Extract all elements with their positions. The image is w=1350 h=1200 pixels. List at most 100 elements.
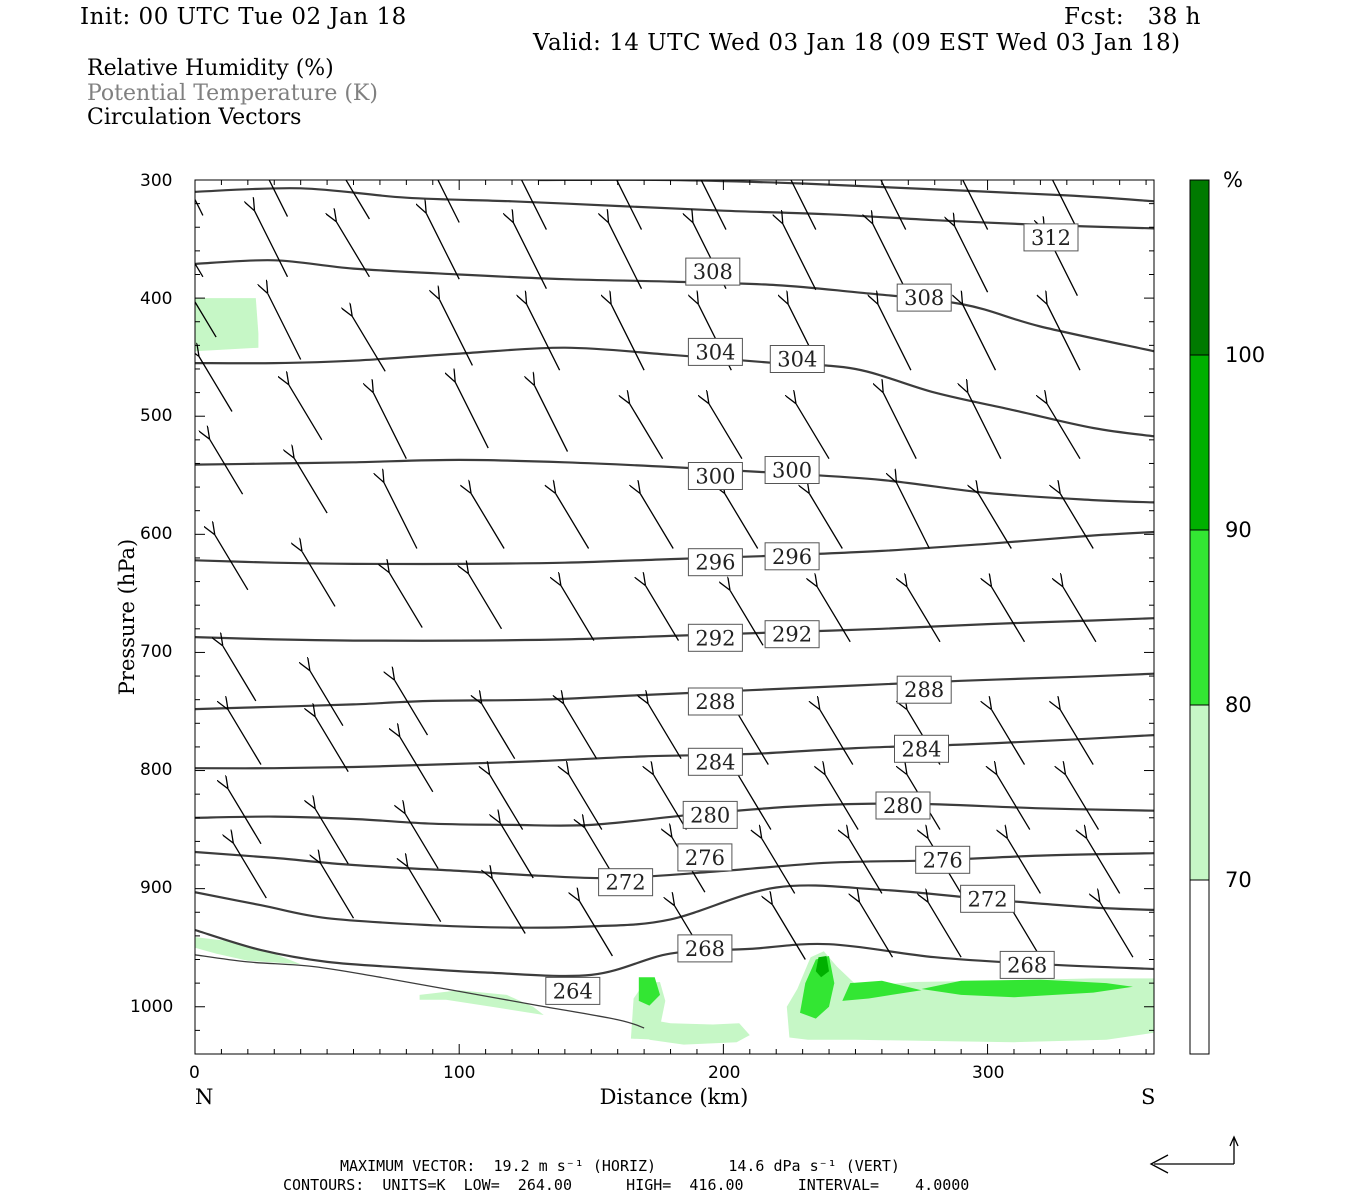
x-tick-200: 200 <box>708 1063 740 1083</box>
contour-label-text: 296 <box>695 551 735 575</box>
circulation-vector-97 <box>1007 838 1041 894</box>
contour-label-text: 304 <box>695 340 735 364</box>
circulation-vector-32 <box>1047 304 1081 371</box>
circulation-vector-83 <box>738 775 772 830</box>
circulation-vector-30 <box>878 304 912 371</box>
circulation-vector-82 <box>653 775 687 830</box>
contour-label-box <box>896 675 952 704</box>
circulation-vector-41 <box>883 393 917 459</box>
contour-label-284-0: 284 <box>687 747 743 776</box>
contour-label-box <box>687 337 743 366</box>
circulation-vector-43 <box>1047 404 1081 460</box>
contour-label-box <box>1023 223 1079 252</box>
circulation-vector-98 <box>1087 838 1121 894</box>
circulation-vectors <box>195 180 1134 962</box>
circulation-vector-40 <box>796 404 830 460</box>
circulation-vector-89 <box>315 809 349 865</box>
contour-label-264-0: 264 <box>545 976 601 1005</box>
circulation-vector-105 <box>772 905 806 960</box>
legend-vectors: Circulation Vectors <box>87 105 302 130</box>
circulation-vector-35 <box>373 393 407 459</box>
circulation-vector-1 <box>268 180 289 217</box>
colorbar-unit: % <box>1223 168 1243 192</box>
circulation-vector-20 <box>955 226 989 293</box>
x-tick-300: 300 <box>972 1063 1004 1083</box>
circulation-vector-15 <box>513 223 547 289</box>
circulation-vector-56 <box>302 551 336 607</box>
circulation-vector-23 <box>268 294 302 360</box>
contour-label-text: 292 <box>772 623 812 647</box>
circulation-vector-26 <box>527 304 561 371</box>
contour-label-300-0: 300 <box>687 462 743 490</box>
reference-vector-vertical-head <box>1229 1135 1239 1147</box>
circulation-vector-37 <box>535 386 569 452</box>
circulation-vector-22 <box>195 300 217 338</box>
contour-label-text: 304 <box>777 348 817 372</box>
circulation-vector-55 <box>215 535 249 591</box>
theta-contour-312 <box>195 187 1154 230</box>
rh-region-80-6 <box>638 977 660 1006</box>
circulation-vector-34 <box>289 385 323 441</box>
circulation-vector-7 <box>790 180 817 230</box>
forecast-hour: Fcst: 38 h <box>1064 4 1201 30</box>
contour-label-text: 284 <box>695 750 735 774</box>
circulation-vector-90 <box>405 814 439 869</box>
circulation-vector-38 <box>630 404 664 460</box>
contour-label-text: 300 <box>695 465 735 489</box>
x-tick-0: 0 <box>189 1063 200 1083</box>
contour-label-box <box>875 791 931 820</box>
circulation-vector-25 <box>439 299 473 366</box>
circulation-vector-88 <box>228 789 262 845</box>
reference-vector <box>1149 1135 1239 1174</box>
circulation-vector-100 <box>321 863 355 919</box>
contour-label-box <box>894 734 949 763</box>
contour-label-box <box>999 950 1055 979</box>
theta-contour-288 <box>195 672 1154 711</box>
contour-label-box <box>687 747 743 776</box>
circulation-vector-18 <box>783 224 817 291</box>
contour-label-box <box>677 934 733 963</box>
rh-region-70-1 <box>195 937 301 965</box>
circulation-vector-61 <box>730 590 764 646</box>
circulation-vector-12 <box>255 211 289 278</box>
circulation-vector-67 <box>310 671 344 727</box>
rh-region-70-3 <box>644 1018 750 1045</box>
circulation-vector-6 <box>700 180 727 230</box>
theta-contour-284 <box>195 734 1154 770</box>
contour-label-box <box>687 623 743 652</box>
theta-contour-264 <box>195 954 645 1029</box>
theta-contour-296 <box>195 530 1154 566</box>
x-end-label-south: S <box>1141 1085 1155 1109</box>
circulation-vector-81 <box>569 775 603 830</box>
circulation-vector-87 <box>1066 775 1100 830</box>
circulation-vector-36 <box>455 382 489 449</box>
circulation-vector-54 <box>1060 494 1094 549</box>
contour-label-text: 296 <box>772 545 812 569</box>
contour-label-276-0: 276 <box>677 843 733 872</box>
rh-region-80-9 <box>921 979 1133 998</box>
colorbar-frame <box>1189 179 1210 1055</box>
contour-label-box <box>896 283 952 312</box>
circulation-vector-4 <box>520 180 547 230</box>
colorbar-90-100 <box>1190 355 1209 530</box>
theta-contour-280 <box>195 802 1154 827</box>
rh-region-70-5 <box>786 951 1154 1043</box>
legend-theta: Potential Temperature (K) <box>87 81 378 106</box>
contour-label-text: 272 <box>606 871 646 895</box>
colorbar-below-70 <box>1190 880 1209 1054</box>
circulation-vector-42 <box>968 393 1002 459</box>
relative-humidity-fill <box>195 298 1154 1045</box>
circulation-vector-5 <box>615 180 643 230</box>
contour-label-box <box>545 976 601 1005</box>
contour-label-308-1: 308 <box>896 283 952 312</box>
valid-time: Valid: 14 UTC Wed 03 Jan 18 (09 EST Wed … <box>533 30 1181 56</box>
y-tick-400: 400 <box>140 289 172 309</box>
init-time: Init: 00 UTC Tue 02 Jan 18 <box>80 4 407 30</box>
theta-contour-268 <box>195 928 1154 978</box>
contour-label-box <box>960 884 1016 913</box>
x-tick-100: 100 <box>443 1063 475 1083</box>
circulation-vector-11 <box>195 262 204 278</box>
contour-label-296-1: 296 <box>764 542 820 571</box>
circulation-vector-78 <box>315 717 349 773</box>
